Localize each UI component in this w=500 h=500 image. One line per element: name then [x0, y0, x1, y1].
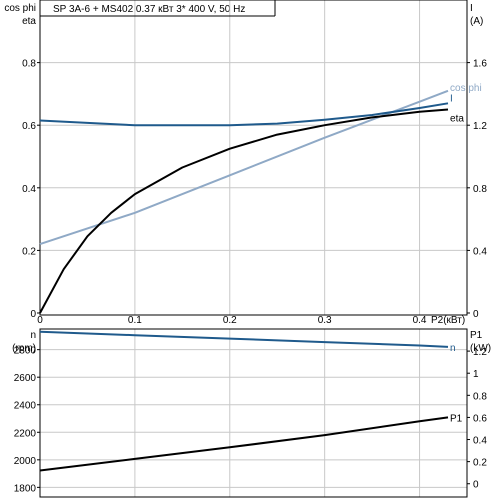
plot-frame	[39, 328, 468, 498]
x-axis-tick-label: 0.1	[128, 315, 142, 326]
right-axis-tick-label: 0.4	[473, 246, 487, 257]
series-line-i	[39, 102, 449, 127]
right-axis-label: (kW)	[470, 343, 491, 354]
left-axis-tick-label: 2200	[14, 428, 37, 439]
right-axis-tick-label: 0	[473, 480, 479, 491]
right-axis-label: I	[470, 3, 473, 14]
left-axis-tick-label: 0	[30, 309, 36, 320]
lower-panel: 1800 2000 2200 2400 2600 2800 0 0.2 0.4 0.6 0.8 1 1.…	[12, 328, 491, 498]
x-axis-tick-label: 0.3	[318, 315, 332, 326]
x-axis-tick-label: 0.2	[223, 315, 237, 326]
series-label-n: n	[450, 343, 456, 354]
left-axis-tick-label: 0.8	[22, 59, 36, 70]
left-axis-label: cos phi	[4, 3, 36, 14]
series-line-eta	[39, 108, 449, 314]
right-axis-tick-label: 0.8	[473, 391, 487, 402]
x-axis-label: P2(кВт)	[431, 315, 465, 326]
right-axis-tick-label: 1.6	[473, 59, 487, 70]
right-axis-tick-label: 0.6	[473, 413, 487, 424]
chart-header: SP 3A-6 + MS402 0.37 кВт 3* 400 V, 50 Hz	[53, 4, 245, 15]
series-label-cos-phi: cos phi	[450, 83, 482, 94]
right-axis-tick-label: 0	[473, 309, 479, 320]
right-axis-tick-label: 1	[473, 369, 479, 380]
x-axis-tick-label: 0	[37, 315, 43, 326]
left-axis-label: (rpm)	[12, 343, 36, 354]
series-line-n	[39, 330, 449, 348]
right-axis-label: (A)	[470, 16, 483, 27]
series-label-eta: eta	[450, 114, 464, 125]
right-axis-tick-label: 1.2	[473, 347, 487, 358]
upper-panel: 0 0.2 0.4 0.6 0.8 0 0.4 0.8 1.2 1.6 0 0.1 0.2 0.3 0.4 P…	[4, 0, 487, 326]
left-axis-tick-label: 2800	[14, 346, 37, 357]
left-axis-tick-label: 2000	[14, 456, 37, 467]
series-line-cos-phi	[39, 89, 449, 246]
right-axis-tick-label: 0.8	[473, 184, 487, 195]
right-axis-label: P1	[470, 330, 483, 341]
right-axis-tick-label: 0.4	[473, 436, 487, 447]
left-axis-tick-label: 0.6	[22, 121, 36, 132]
plot-frame	[39, 0, 468, 316]
x-axis-tick-label: 0.4	[413, 315, 427, 326]
left-axis-tick-label: 2400	[14, 401, 37, 412]
left-axis-tick-label: 1800	[14, 483, 37, 494]
right-axis-tick-label: 1.2	[473, 121, 487, 132]
left-axis-tick-label: 0.4	[22, 184, 36, 195]
series-label-i: I	[450, 93, 453, 104]
series-line-p1	[39, 416, 449, 472]
left-axis-label: n	[30, 330, 36, 341]
left-axis-label: eta	[22, 16, 36, 27]
left-axis-tick-label: 2600	[14, 373, 37, 384]
left-axis-tick-label: 0.2	[22, 246, 36, 257]
series-label-p1: P1	[450, 413, 463, 424]
right-axis-tick-label: 0.2	[473, 458, 487, 469]
